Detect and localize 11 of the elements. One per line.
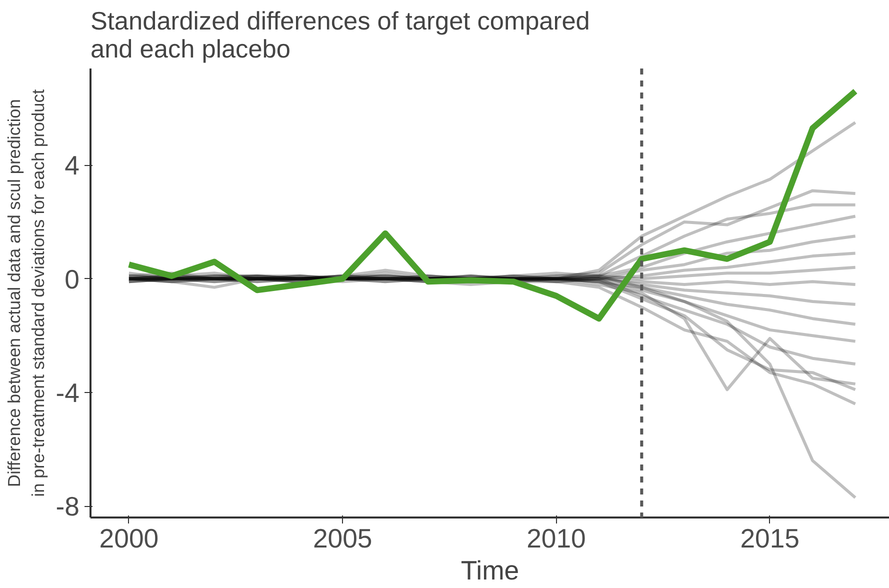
x-tick-label: 2010 bbox=[526, 524, 586, 554]
y-tick-label: 0 bbox=[64, 264, 80, 294]
x-tick-label: 2000 bbox=[99, 524, 159, 554]
y-axis-title: Difference between actual data and scul prediction in pre-treatment standard deviations for each product bbox=[4, 89, 48, 497]
y-tick-label: 4 bbox=[64, 150, 80, 181]
chart-title: Standardized differences of target compared and each placebo bbox=[90, 8, 590, 64]
x-tick-label: 2005 bbox=[312, 524, 372, 554]
y-tick-label: -8 bbox=[56, 492, 80, 522]
y-tick-label: -4 bbox=[56, 378, 80, 408]
x-tick-label: 2015 bbox=[740, 524, 800, 554]
x-axis-title: Time bbox=[460, 556, 520, 586]
